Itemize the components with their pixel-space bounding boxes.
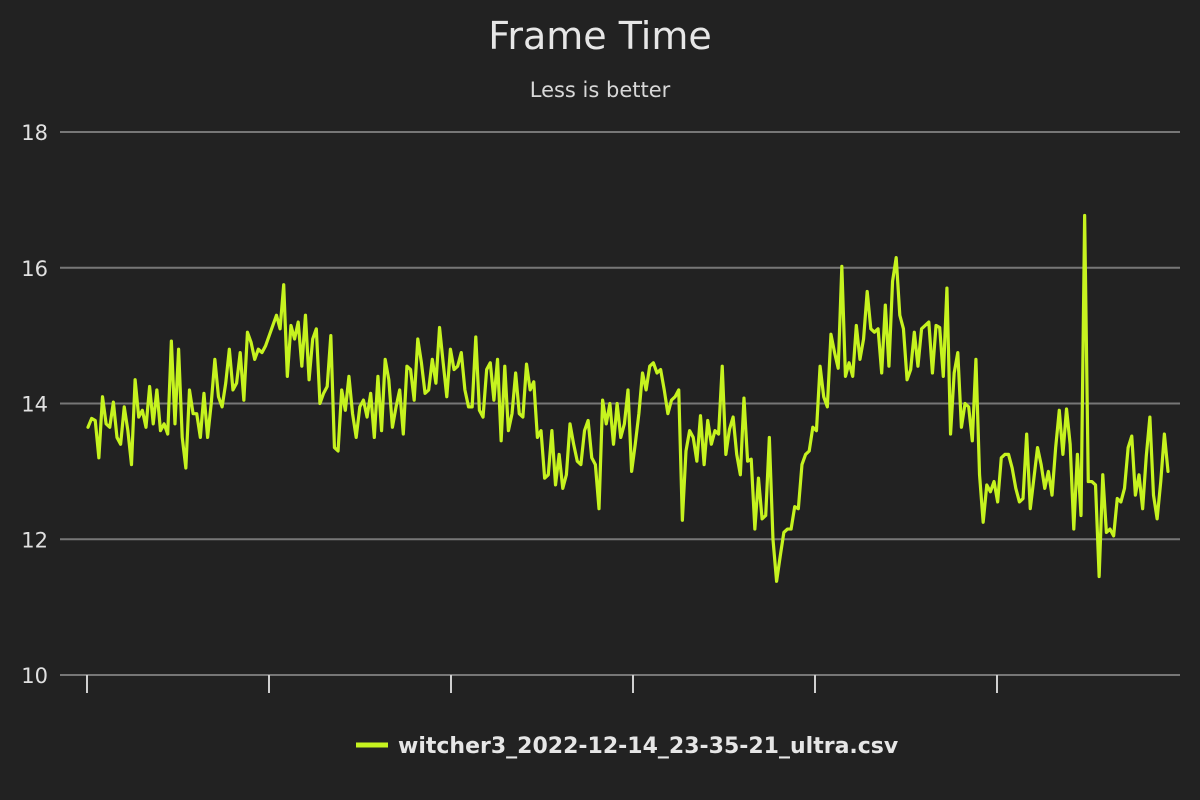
series-lines	[86, 213, 1170, 583]
chart-title: Frame Time	[488, 14, 711, 58]
legend[interactable]: witcher3_2022-12-14_23-35-21_ultra.csv	[356, 734, 899, 759]
y-gridlines	[60, 131, 1180, 676]
legend-label[interactable]: witcher3_2022-12-14_23-35-21_ultra.csv	[398, 734, 899, 759]
chart-subtitle: Less is better	[530, 78, 671, 102]
y-tick-label-10: 10	[21, 664, 48, 688]
y-tick-label-12: 12	[21, 528, 48, 552]
y-tick-label-14: 14	[21, 393, 48, 417]
x-ticks	[86, 675, 998, 693]
series-line-0	[86, 213, 1170, 583]
y-tick-label-16: 16	[21, 257, 48, 281]
y-tick-labels: 10 12 14 16 18	[21, 121, 48, 688]
y-tick-label-18: 18	[21, 121, 48, 145]
